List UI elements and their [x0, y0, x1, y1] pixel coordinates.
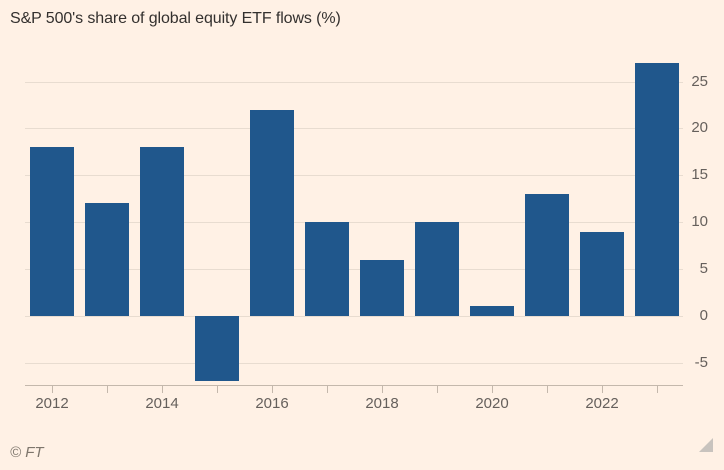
y-tick-label-0: 0: [699, 306, 708, 324]
x-axis-tick-2015: [216, 386, 218, 393]
bar-2022: [580, 231, 624, 316]
y-tick-label--5: -5: [694, 353, 708, 371]
x-axis-tick-2016: [271, 386, 273, 393]
gridline--5: [25, 362, 683, 364]
y-tick-label-5: 5: [699, 259, 708, 277]
ft-credit: © FT: [10, 444, 44, 461]
x-axis-tick-2018: [381, 386, 383, 393]
corner-resize-triangle-icon[interactable]: [699, 438, 713, 452]
bar-2020: [470, 306, 514, 316]
x-tick-label-2012: 2012: [35, 395, 69, 412]
x-axis-tick-2021: [546, 386, 548, 393]
x-tick-label-2016: 2016: [255, 395, 289, 412]
bar-2012: [30, 147, 74, 316]
gridline-0: [25, 315, 683, 317]
x-axis-tick-2023: [656, 386, 658, 393]
plot-area: [25, 46, 683, 393]
bar-2018: [360, 259, 404, 316]
gridline-15: [25, 175, 683, 177]
y-tick-label-15: 15: [691, 166, 708, 184]
x-axis-tick-2013: [106, 386, 108, 393]
bar-2023: [635, 62, 679, 316]
x-axis-tick-2022: [601, 386, 603, 393]
bar-2015: [195, 315, 239, 382]
gridline-5: [25, 268, 683, 270]
bar-2013: [85, 203, 129, 316]
x-tick-label-2014: 2014: [145, 395, 179, 412]
x-axis-tick-2019: [436, 386, 438, 393]
bar-2014: [140, 147, 184, 316]
y-tick-label-20: 20: [691, 119, 708, 137]
x-axis: 2012 2014 2016 2018 2020 2022: [25, 393, 683, 415]
bar-2021: [525, 194, 569, 316]
bar-2019: [415, 222, 459, 316]
gridline-10: [25, 222, 683, 224]
y-tick-label-10: 10: [691, 213, 708, 231]
x-axis-tick-2017: [326, 386, 328, 393]
x-tick-label-2022: 2022: [585, 395, 619, 412]
bar-2016: [250, 109, 294, 316]
x-axis-tick-2012: [51, 386, 53, 393]
x-tick-label-2020: 2020: [475, 395, 509, 412]
gridline-20: [25, 128, 683, 130]
bar-2017: [305, 222, 349, 316]
x-axis-tick-2020: [491, 386, 493, 393]
x-axis-tick-2014: [161, 386, 163, 393]
gridline-25: [25, 81, 683, 83]
y-tick-label-25: 25: [691, 72, 708, 90]
x-tick-label-2018: 2018: [365, 395, 399, 412]
chart-title: S&P 500's share of global equity ETF flo…: [10, 10, 341, 27]
y-axis: 25 20 15 10 5 0 -5: [684, 46, 708, 386]
